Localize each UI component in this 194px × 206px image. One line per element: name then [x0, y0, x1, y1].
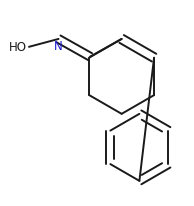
Text: HO: HO — [9, 41, 27, 54]
Text: N: N — [54, 40, 63, 53]
